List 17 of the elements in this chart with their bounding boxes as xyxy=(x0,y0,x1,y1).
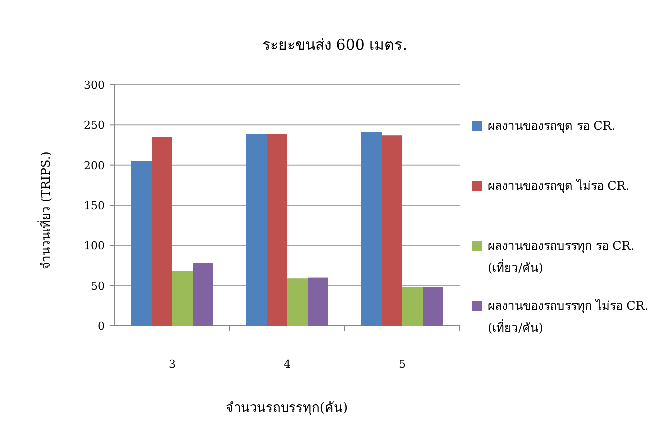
legend-label: ผลงานของรถบรรทุก ไม่รอ CR. (เที่ยว/คัน) xyxy=(488,299,649,335)
y-tick-label: 300 xyxy=(84,79,105,92)
x-tick-label: 3 xyxy=(169,358,176,371)
legend-label: ผลงานของรถขุด ไม่รอ CR. xyxy=(488,179,630,194)
y-tick-label: 50 xyxy=(91,280,105,293)
chart-title: ระยะขนส่ง 600 เมตร. xyxy=(262,36,408,54)
x-tick-label: 5 xyxy=(399,358,406,371)
x-tick-label: 4 xyxy=(284,358,291,371)
y-tick-label: 0 xyxy=(98,320,105,333)
y-axis-title: จำนวนเที่ยว (TRIPS.) xyxy=(37,152,53,270)
legend-label: ผลงานของรถบรรทุก รอ CR. (เที่ยว/คัน) xyxy=(488,239,635,275)
y-tick-label: 250 xyxy=(84,119,105,132)
y-tick-label: 200 xyxy=(84,159,105,172)
y-tick-label: 150 xyxy=(84,200,105,212)
y-tick-label: 100 xyxy=(84,240,105,253)
legend-label: ผลงานของรถขุด รอ CR. xyxy=(488,119,616,134)
x-axis-title: จำนวนรถบรรทุก(คัน) xyxy=(226,401,348,416)
